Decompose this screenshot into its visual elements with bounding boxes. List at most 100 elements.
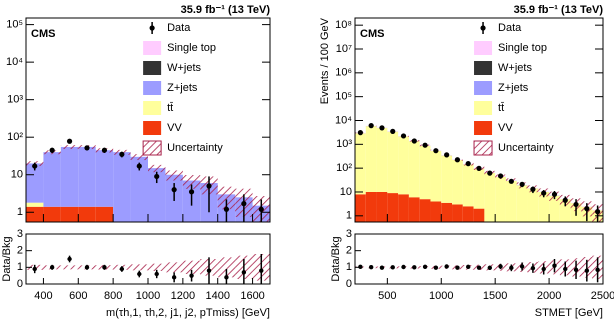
ratio-point <box>487 265 492 271</box>
stack-segment <box>365 126 377 192</box>
ratio-point <box>552 263 557 268</box>
stack-segment <box>527 188 539 222</box>
stack-segment <box>462 164 474 207</box>
legend-label: W+jets <box>498 62 532 74</box>
y-tick-label: 1 <box>346 261 352 273</box>
ratio-point <box>509 265 514 271</box>
data-point <box>223 206 230 212</box>
ratio-point <box>530 265 536 271</box>
data-point <box>595 209 601 215</box>
x-tick-label: 1200 <box>171 290 195 302</box>
stack-segment <box>43 206 61 222</box>
legend-swatch <box>474 101 493 115</box>
uncertainty-band <box>130 154 148 161</box>
ratio-point <box>154 271 159 277</box>
ratio-point <box>422 264 428 270</box>
legend-label: Single top <box>498 42 547 54</box>
legend-swatch <box>473 140 493 156</box>
stack-segment <box>387 131 399 194</box>
ratio-point <box>241 270 247 275</box>
stack-segment <box>484 172 496 222</box>
y-tick-label: 2 <box>346 245 352 257</box>
legend-label: VV <box>167 122 182 134</box>
data-point <box>541 190 547 196</box>
ratio-plot <box>26 254 270 284</box>
ratio-point <box>498 264 503 269</box>
stack-segment <box>78 206 96 222</box>
y-tick-label: 1 <box>346 210 352 222</box>
legend-swatch <box>143 121 162 135</box>
x-tick-label: 600 <box>69 290 87 302</box>
stack-segment <box>516 185 528 222</box>
ratio-point <box>84 265 90 270</box>
stack-segment <box>430 150 442 202</box>
stack-segment <box>473 168 485 209</box>
legend-swatch <box>474 41 493 55</box>
y-tick-label: 10⁶ <box>335 67 352 79</box>
stack-segment <box>398 194 409 222</box>
stack-segment <box>60 146 79 207</box>
legend-label: Data <box>167 22 191 34</box>
ratio-point <box>595 267 600 273</box>
y-tick-label: 2 <box>17 245 23 257</box>
stack-segment <box>408 197 420 222</box>
data-point <box>101 147 108 153</box>
y-tick-label: 10 <box>340 186 352 198</box>
legend-label: W+jets <box>167 62 201 74</box>
data-point <box>562 197 568 203</box>
stack-segment <box>376 191 388 222</box>
stack-segment <box>355 133 366 195</box>
main-plot <box>26 138 270 222</box>
ratio-point <box>102 265 107 270</box>
data-point <box>119 151 125 157</box>
ratio-uncertainty-band <box>60 265 79 270</box>
data-point <box>49 147 55 153</box>
ratio-point <box>206 268 212 273</box>
data-point <box>188 189 195 195</box>
x-tick-label: 1000 <box>429 290 453 302</box>
stack-segment <box>376 127 388 192</box>
data-point <box>433 148 439 154</box>
lumi-title: 35.9 fb⁻¹ (13 TeV) <box>514 4 604 16</box>
x-tick-label: 1400 <box>205 290 229 302</box>
data-point <box>573 201 579 208</box>
ratio-uncertainty-band <box>130 264 148 271</box>
experiment-label: CMS <box>31 28 55 40</box>
stack-segment <box>95 150 114 207</box>
stack-segment <box>26 206 44 222</box>
y-tick-label: 10⁵ <box>6 19 23 31</box>
stack-segment <box>398 136 409 195</box>
data-point <box>584 206 590 212</box>
ratio-point <box>390 265 395 270</box>
data-point <box>241 201 247 207</box>
stack-segment <box>43 152 61 207</box>
x-tick-label: 1600 <box>240 290 264 302</box>
ratio-uncertainty-band <box>148 263 166 271</box>
stack-segment <box>441 202 453 222</box>
y-tick-label: 10⁴ <box>335 114 352 126</box>
ratio-point <box>224 275 229 280</box>
legend-swatch <box>149 25 155 31</box>
uncertainty-band <box>182 175 201 189</box>
y-tick-label: 10² <box>7 131 23 143</box>
data-point <box>154 173 160 180</box>
stack-segment <box>78 146 96 207</box>
legend-swatch <box>474 81 493 95</box>
y-tick-label: 3 <box>17 228 23 240</box>
y-tick-label: 10³ <box>336 138 352 150</box>
ratio-point <box>455 265 460 270</box>
y-tick-label: 10³ <box>7 94 23 106</box>
y-tick-label: 10² <box>336 162 352 174</box>
x-tick-label: 2000 <box>537 290 561 302</box>
x-tick-label: 500 <box>378 290 396 302</box>
legend-label: Single top <box>167 42 216 54</box>
stack-segment <box>441 155 453 203</box>
y-tick-label: 10⁵ <box>335 91 352 103</box>
data-point <box>84 145 90 151</box>
ratio-point <box>49 265 55 270</box>
stack-segment <box>559 199 571 222</box>
legend-swatch <box>142 140 162 156</box>
data-point <box>136 163 142 169</box>
stack-segment <box>113 152 131 222</box>
